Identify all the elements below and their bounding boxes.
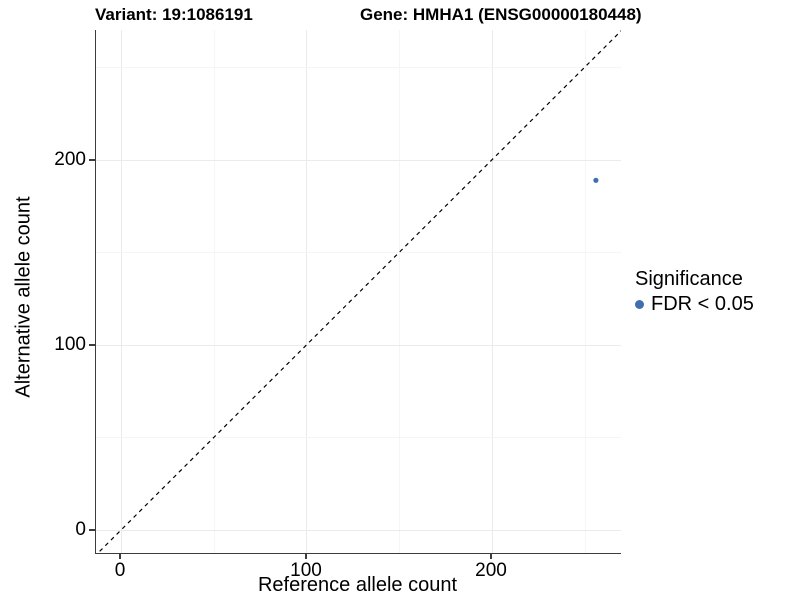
legend-item-label: FDR < 0.05 <box>651 293 754 315</box>
gridline-x-minor <box>399 30 400 553</box>
plot-canvas <box>97 30 621 553</box>
gridline-y-major <box>96 345 621 346</box>
gridline-x-minor <box>585 30 586 553</box>
gridline-y-major <box>96 530 621 531</box>
y-tick-label: 200 <box>54 149 86 170</box>
y-tick-mark <box>89 159 95 161</box>
plot-panel <box>95 30 621 554</box>
variant-title: Variant: 19:1086191 <box>95 5 253 24</box>
y-tick-mark <box>89 529 95 531</box>
x-tick-label: 100 <box>290 560 322 581</box>
gridline-y-minor <box>96 67 621 68</box>
x-tick-label: 200 <box>475 560 507 581</box>
gridline-y-minor <box>96 437 621 438</box>
x-tick-mark <box>490 553 492 559</box>
y-tick-mark <box>89 344 95 346</box>
gridline-y-major <box>96 160 621 161</box>
x-tick-mark <box>119 553 121 559</box>
legend-title: Significance <box>635 268 743 290</box>
gene-title: Gene: HMHA1 (ENSG00000180448) <box>360 5 642 24</box>
gridline-x-major <box>492 30 493 553</box>
data-point <box>593 177 599 183</box>
gridline-x-major <box>306 30 307 553</box>
x-tick-label: 0 <box>114 560 126 581</box>
y-tick-label: 0 <box>75 519 86 540</box>
gridline-y-minor <box>96 252 621 253</box>
x-axis-label: Reference allele count <box>257 574 457 596</box>
x-tick-mark <box>305 553 307 559</box>
gridline-x-major <box>121 30 122 553</box>
legend-item-fdr: FDR < 0.05 <box>635 293 754 315</box>
identity-dashed-line <box>97 30 621 553</box>
legend-dot-icon <box>635 299 644 309</box>
y-tick-label: 100 <box>54 334 86 355</box>
legend: Significance FDR < 0.05 <box>635 268 754 315</box>
y-axis-label: Alternative allele count <box>12 196 35 398</box>
gridline-x-minor <box>214 30 215 553</box>
